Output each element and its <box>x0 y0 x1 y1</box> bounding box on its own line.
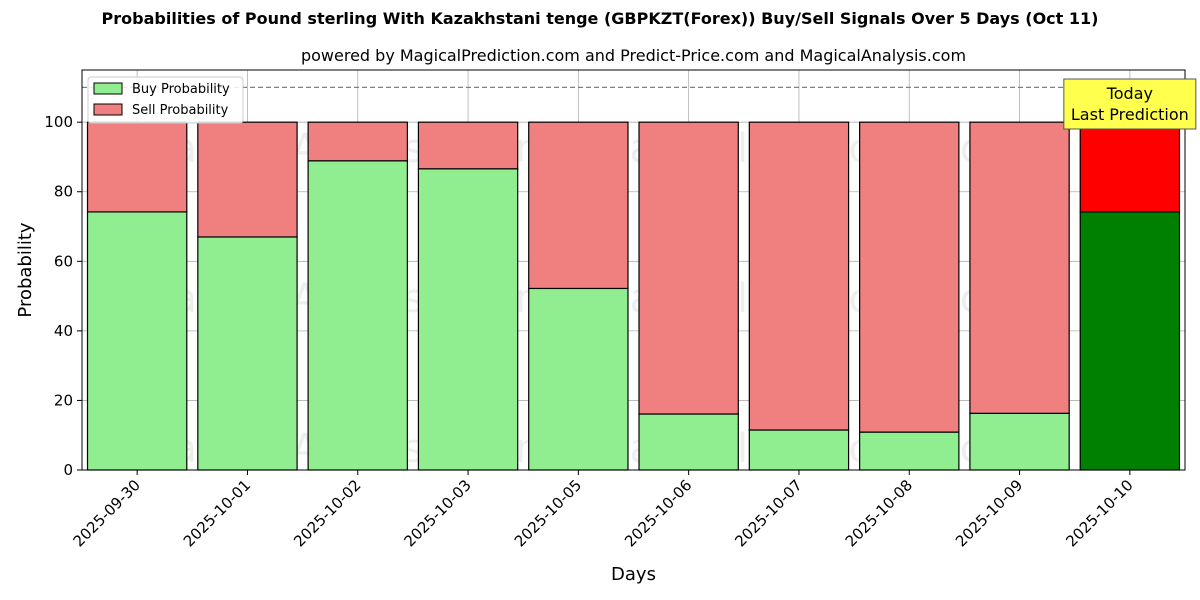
legend-label: Sell Probability <box>132 103 229 118</box>
sell-bar <box>417 121 519 170</box>
today-annotation-text: Today <box>1106 84 1153 103</box>
x-axis-label: Days <box>611 564 656 585</box>
sell-bar <box>528 121 629 290</box>
buy-bar <box>748 429 850 471</box>
buy-bar <box>1079 211 1181 471</box>
x-tick-label: 2025-10-08 <box>842 476 916 550</box>
sell-bar <box>748 121 850 431</box>
buy-bar <box>969 412 1070 471</box>
annotation-layer: Today Last Prediction <box>1063 78 1197 130</box>
chart-subtitle: powered by MagicalPrediction.com and Pre… <box>300 46 967 65</box>
sell-bar <box>1079 121 1181 213</box>
sell-bar <box>197 121 298 238</box>
x-tick-label: 2025-10-03 <box>400 476 474 550</box>
y-tick-label: 60 <box>54 252 73 270</box>
y-tick-label: 100 <box>44 113 73 131</box>
x-tick-label: 2025-10-07 <box>731 476 805 550</box>
plot-frame <box>81 69 1186 471</box>
y-tick-label: 0 <box>63 461 73 479</box>
chart-title: Probabilities of Pound sterling With Kaz… <box>101 9 1099 28</box>
x-tick-label: 2025-10-09 <box>952 476 1026 550</box>
y-tick-label: 20 <box>54 391 73 409</box>
sell-bar <box>86 121 188 213</box>
buy-bar <box>528 287 629 471</box>
buy-bar <box>859 431 960 471</box>
today-annotation-box <box>1063 78 1197 130</box>
y-tick-label: 40 <box>54 322 73 340</box>
x-tick-label: 2025-10-06 <box>621 476 695 550</box>
legend-swatch <box>93 103 123 116</box>
sell-bar <box>969 121 1070 414</box>
buy-bar <box>417 168 519 471</box>
legend-layer: Buy Probability Sell Probability <box>87 76 244 124</box>
buy-bar <box>307 160 408 471</box>
bar-layer <box>86 121 1181 471</box>
sell-bar <box>638 121 739 415</box>
x-tick-label: 2025-10-01 <box>180 476 254 550</box>
buy-bar <box>638 413 739 471</box>
x-tick-label: 2025-10-02 <box>290 476 364 550</box>
y-axis-label: Probability <box>15 222 36 317</box>
x-tick-label: 2025-09-30 <box>70 476 144 550</box>
x-tick-label: 2025-10-10 <box>1062 476 1136 550</box>
legend-box <box>87 76 244 124</box>
legend-label: Buy Probability <box>132 82 230 97</box>
buy-bar <box>86 211 188 471</box>
sell-bar <box>859 121 960 433</box>
legend-swatch <box>93 82 123 95</box>
buy-bar <box>197 236 298 471</box>
x-tick-label: 2025-10-05 <box>511 476 585 550</box>
sell-bar <box>307 121 408 162</box>
today-annotation-text: Last Prediction <box>1071 105 1189 124</box>
y-tick-label: 80 <box>54 183 73 201</box>
